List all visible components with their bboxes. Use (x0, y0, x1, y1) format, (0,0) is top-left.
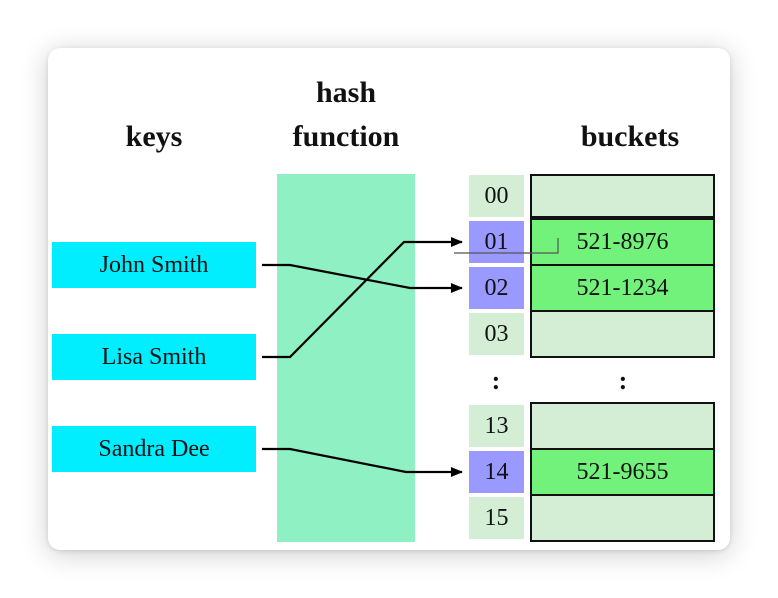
key-sandra-dee: Sandra Dee (52, 426, 256, 472)
hash-function-header-line1: hash (315, 76, 377, 109)
arrow-sandra-dee-to-14 (262, 447, 463, 477)
key-lisa-smith: Lisa Smith (52, 334, 256, 380)
hash-function-column (277, 174, 415, 542)
bucket-index-00: 00 (469, 175, 524, 217)
bucket-index-02: 02 (469, 267, 524, 309)
bucket-03 (530, 310, 715, 358)
bucket-02: 521-1234 (530, 264, 715, 312)
hash-table-diagram: keys hash function buckets John Smith Li… (48, 48, 730, 550)
mapping-arrows (262, 237, 559, 477)
hash-function-header-line2: function (292, 120, 400, 153)
buckets-header: buckets (580, 120, 680, 153)
bucket-00 (530, 174, 715, 218)
collision-link-01-02 (454, 238, 559, 254)
bucket-index-01: 01 (469, 221, 524, 263)
bucket-index-15: 15 (469, 497, 524, 539)
bucket-14: 521-9655 (530, 448, 715, 496)
arrow-john-smith-to-02 (262, 263, 463, 293)
bucket-ellipsis: : (618, 366, 628, 395)
bucket-15 (530, 494, 715, 542)
arrow-lisa-smith-to-01 (262, 237, 463, 359)
bucket-index-13: 13 (469, 405, 524, 447)
index-ellipsis: : (491, 366, 501, 395)
key-john-smith: John Smith (52, 242, 256, 288)
bucket-index-03: 03 (469, 313, 524, 355)
keys-header: keys (125, 120, 183, 153)
bucket-index-14: 14 (469, 451, 524, 493)
